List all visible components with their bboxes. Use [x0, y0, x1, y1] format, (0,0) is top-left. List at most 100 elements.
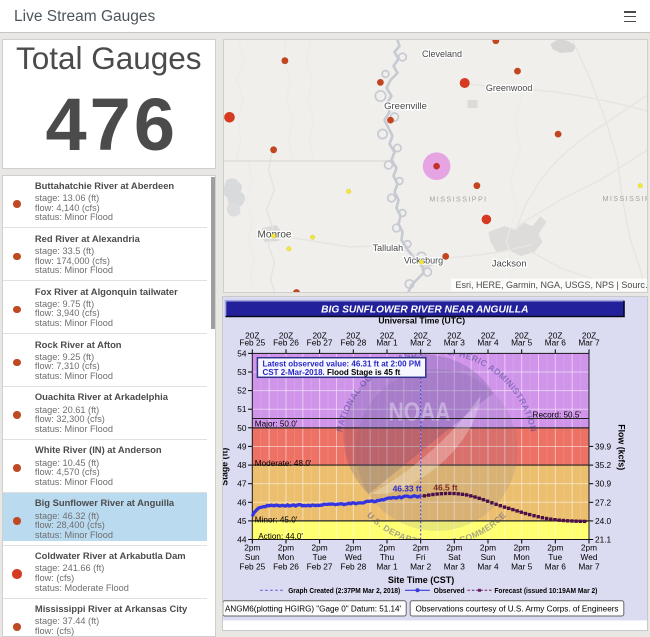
svg-text:Observed: Observed	[433, 586, 464, 595]
svg-text:Sun: Sun	[244, 552, 259, 562]
svg-text:20Z: 20Z	[346, 330, 360, 340]
svg-text:2pm: 2pm	[277, 542, 293, 552]
svg-text:Tue: Tue	[548, 552, 562, 562]
svg-text:CST 2-Mar-2018. Flood Stage is: CST 2-Mar-2018. Flood Stage is 45 ft	[262, 367, 400, 376]
svg-text:52: 52	[237, 385, 247, 395]
svg-text:2pm: 2pm	[479, 542, 495, 552]
svg-text:Tue: Tue	[312, 552, 326, 562]
svg-text:48: 48	[237, 460, 247, 470]
svg-text:Latest observed value: 46.31 f: Latest observed value: 46.31 ft at 2:00 …	[262, 359, 421, 368]
svg-text:Cleveland: Cleveland	[421, 49, 461, 59]
svg-text:Jackson: Jackson	[491, 259, 526, 270]
svg-text:2pm: 2pm	[446, 542, 462, 552]
svg-text:30.9: 30.9	[595, 478, 612, 488]
svg-text:Feb 25: Feb 25	[239, 561, 265, 571]
svg-text:50: 50	[237, 422, 247, 432]
svg-text:54: 54	[237, 348, 247, 358]
svg-text:35.2: 35.2	[595, 460, 612, 470]
svg-text:Mar 3: Mar 3	[443, 561, 465, 571]
svg-text:20Z: 20Z	[245, 330, 259, 340]
svg-text:20Z: 20Z	[278, 330, 292, 340]
svg-text:Mar 4: Mar 4	[477, 337, 499, 347]
svg-text:46.5 ft: 46.5 ft	[433, 482, 457, 492]
svg-text:Wed: Wed	[580, 552, 597, 562]
svg-text:20Z: 20Z	[447, 330, 461, 340]
svg-text:Forecast (issued 10:19AM Mar 2: Forecast (issued 10:19AM Mar 2)	[494, 586, 597, 595]
svg-text:45: 45	[237, 515, 247, 525]
svg-text:Mar 5: Mar 5	[511, 337, 533, 347]
svg-text:27.2: 27.2	[595, 497, 612, 507]
svg-text:Moderate: 48.0': Moderate: 48.0'	[254, 458, 311, 467]
svg-text:Mar 1: Mar 1	[376, 561, 398, 571]
svg-text:49: 49	[237, 441, 247, 451]
svg-text:Feb 26: Feb 26	[273, 337, 299, 347]
svg-text:NOAA: NOAA	[388, 396, 450, 426]
svg-text:Greenville: Greenville	[384, 101, 427, 112]
svg-text:2pm: 2pm	[412, 542, 428, 552]
svg-text:Sun: Sun	[480, 552, 495, 562]
svg-text:Record: 50.5': Record: 50.5'	[532, 410, 581, 419]
svg-text:Thu: Thu	[379, 552, 394, 562]
svg-text:Universal Time (UTC): Universal Time (UTC)	[378, 315, 465, 325]
svg-text:Mar 4: Mar 4	[477, 561, 499, 571]
svg-text:47: 47	[237, 478, 247, 488]
svg-text:Tallulah: Tallulah	[372, 243, 403, 253]
svg-text:21.1: 21.1	[595, 534, 612, 544]
svg-text:39.9: 39.9	[595, 441, 612, 451]
svg-text:Mar 1: Mar 1	[376, 337, 398, 347]
svg-text:Feb 26: Feb 26	[273, 561, 299, 571]
svg-text:Sat: Sat	[448, 552, 461, 562]
svg-text:Greenwood: Greenwood	[485, 83, 532, 93]
svg-text:Fri: Fri	[415, 552, 425, 562]
svg-text:Mon: Mon	[513, 552, 530, 562]
svg-text:Action: 44.0': Action: 44.0'	[258, 532, 303, 541]
svg-text:Mar 5: Mar 5	[511, 561, 533, 571]
svg-text:2pm: 2pm	[244, 542, 260, 552]
svg-text:Feb 28: Feb 28	[340, 337, 366, 347]
svg-text:MISSISSIPPI: MISSISSIPPI	[602, 194, 648, 203]
svg-text:20Z: 20Z	[548, 330, 562, 340]
svg-text:2pm: 2pm	[311, 542, 327, 552]
svg-text:Stage (ft): Stage (ft)	[222, 447, 230, 485]
svg-text:Observations courtesy of U.S.: Observations courtesy of U.S. Army Corps…	[415, 604, 618, 613]
svg-text:20Z: 20Z	[581, 330, 595, 340]
svg-text:Minor: 45.0': Minor: 45.0'	[254, 515, 297, 524]
svg-text:Mar 2: Mar 2	[410, 561, 432, 571]
svg-text:Site Time (CST): Site Time (CST)	[387, 574, 453, 584]
svg-text:2pm: 2pm	[378, 542, 394, 552]
svg-text:2pm: 2pm	[547, 542, 563, 552]
svg-text:20Z: 20Z	[514, 330, 528, 340]
svg-text:46: 46	[237, 497, 247, 507]
svg-text:Mar 6: Mar 6	[544, 561, 566, 571]
svg-text:Mon: Mon	[277, 552, 294, 562]
svg-text:Esri, HERE, Garmin, NGA, USGS,: Esri, HERE, Garmin, NGA, USGS, NPS | Sou…	[455, 280, 648, 290]
svg-text:Mar 3: Mar 3	[443, 337, 465, 347]
svg-text:Mar 7: Mar 7	[578, 337, 600, 347]
svg-text:BIG SUNFLOWER RIVER NEAR ANGUI: BIG SUNFLOWER RIVER NEAR ANGUILLA	[321, 304, 528, 315]
svg-text:Major: 50.0': Major: 50.0'	[254, 419, 297, 428]
svg-text:Feb 25: Feb 25	[239, 337, 265, 347]
svg-text:2pm: 2pm	[513, 542, 529, 552]
svg-text:44: 44	[237, 534, 247, 544]
svg-text:24.0: 24.0	[595, 515, 612, 525]
svg-text:20Z: 20Z	[312, 330, 326, 340]
svg-text:MISSISSIPPI: MISSISSIPPI	[429, 195, 487, 204]
svg-text:2pm: 2pm	[580, 542, 596, 552]
svg-text:Wed: Wed	[344, 552, 361, 562]
svg-text:Vicksburg: Vicksburg	[403, 255, 442, 265]
svg-text:Feb 27: Feb 27	[306, 337, 332, 347]
svg-text:Mar 6: Mar 6	[544, 337, 566, 347]
svg-text:20Z: 20Z	[413, 330, 427, 340]
svg-text:Feb 27: Feb 27	[306, 561, 332, 571]
svg-text:20Z: 20Z	[379, 330, 393, 340]
svg-text:46.33 ft: 46.33 ft	[392, 483, 421, 493]
svg-text:ANGM6(plotting HGIRG) "Gage 0": ANGM6(plotting HGIRG) "Gage 0" Datum: 51…	[225, 604, 401, 613]
svg-text:Feb 28: Feb 28	[340, 561, 366, 571]
svg-text:51: 51	[237, 404, 247, 414]
svg-text:Graph Created (2:37PM Mar 2, 2: Graph Created (2:37PM Mar 2, 2018)	[288, 586, 400, 595]
svg-text:Mar 2: Mar 2	[410, 337, 432, 347]
svg-text:20Z: 20Z	[480, 330, 494, 340]
svg-text:2pm: 2pm	[345, 542, 361, 552]
svg-text:Flow (kcfs): Flow (kcfs)	[616, 424, 626, 470]
svg-text:53: 53	[237, 367, 247, 377]
